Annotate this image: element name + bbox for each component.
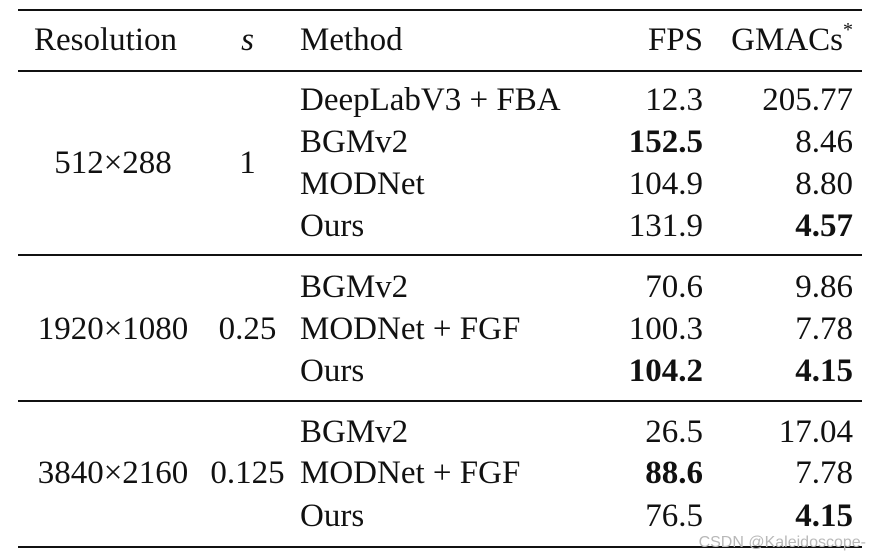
method-cell: MODNet <box>300 166 425 202</box>
header-resolution: Resolution <box>34 22 178 58</box>
group-s: 1 <box>239 145 256 181</box>
method-cell: BGMv2 <box>300 414 409 450</box>
gmacs-cell: 4.57 <box>795 208 853 244</box>
group-resolution: 1920×1080 <box>37 311 189 347</box>
header-gmacs: GMACs* <box>705 20 853 60</box>
method-cell: Ours <box>300 498 365 534</box>
fps-cell: 12.3 <box>645 82 703 118</box>
method-cell: DeepLabV3 + FBA <box>300 82 561 118</box>
group-s: 0.125 <box>210 455 285 491</box>
fps-cell: 76.5 <box>645 498 703 534</box>
gmacs-cell: 9.86 <box>795 269 853 305</box>
gmacs-cell: 8.80 <box>795 166 853 202</box>
method-cell: MODNet + FGF <box>300 311 521 347</box>
header-method: Method <box>300 22 403 58</box>
header-gmacs-label: GMACs <box>731 22 843 58</box>
group-2-rule <box>18 400 862 402</box>
fps-cell: 26.5 <box>645 414 703 450</box>
fps-cell: 152.5 <box>628 124 703 160</box>
group-resolution: 512×288 <box>54 145 172 181</box>
method-cell: Ours <box>300 353 365 389</box>
group-s: 0.25 <box>218 311 277 347</box>
fps-cell: 70.6 <box>645 269 703 305</box>
method-cell: Ours <box>300 208 365 244</box>
gmacs-cell: 7.78 <box>795 311 853 347</box>
header-s: s <box>241 22 254 58</box>
header-fps: FPS <box>647 22 703 58</box>
top-rule <box>18 9 862 11</box>
fps-cell: 104.2 <box>628 353 703 389</box>
header-rule <box>18 70 862 72</box>
gmacs-cell: 4.15 <box>795 353 853 389</box>
fps-cell: 100.3 <box>628 311 703 347</box>
bottom-rule <box>18 546 862 548</box>
method-cell: MODNet + FGF <box>300 455 521 491</box>
method-cell: BGMv2 <box>300 269 409 305</box>
watermark: CSDN @Kaleidoscope- <box>698 534 866 551</box>
fps-cell: 88.6 <box>645 455 703 491</box>
gmacs-cell: 205.77 <box>762 82 853 118</box>
fps-cell: 131.9 <box>628 208 703 244</box>
group-1-rule <box>18 254 862 256</box>
gmacs-cell: 7.78 <box>795 455 853 491</box>
method-cell: BGMv2 <box>300 124 409 160</box>
header-gmacs-asterisk: * <box>843 19 853 41</box>
gmacs-cell: 4.15 <box>795 498 853 534</box>
group-resolution: 3840×2160 <box>37 455 189 491</box>
gmacs-cell: 8.46 <box>795 124 853 160</box>
gmacs-cell: 17.04 <box>778 414 853 450</box>
fps-cell: 104.9 <box>628 166 703 202</box>
